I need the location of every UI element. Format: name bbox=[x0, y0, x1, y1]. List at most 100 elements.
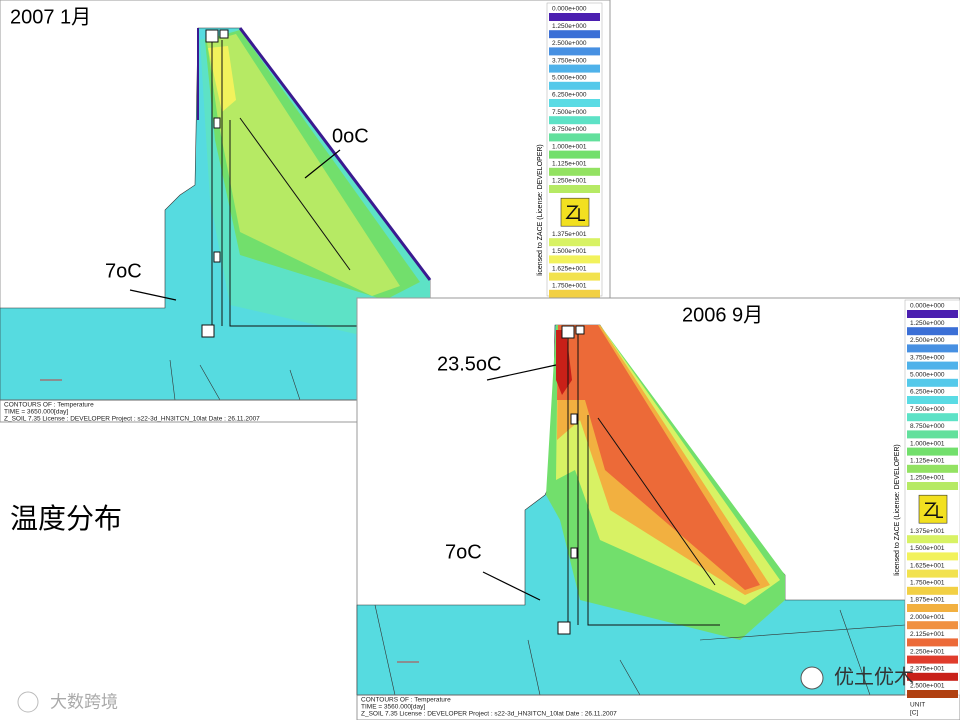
gallery-box bbox=[561, 325, 575, 339]
legend-label: 3.750e+000 bbox=[552, 57, 587, 64]
legend-swatch bbox=[907, 535, 958, 544]
legend-label: 1.250e+000 bbox=[910, 320, 945, 327]
panel-title: 2006 9月 bbox=[682, 304, 763, 326]
legend-label: 1.875e+001 bbox=[910, 597, 945, 604]
gallery-box bbox=[570, 413, 578, 425]
legend-swatch bbox=[549, 150, 600, 159]
legend-swatch bbox=[907, 672, 958, 681]
legend-label: 1.250e+001 bbox=[910, 475, 945, 482]
arrow bbox=[129, 289, 177, 301]
legend-swatch bbox=[907, 378, 958, 387]
legend-label: 2.250e+001 bbox=[910, 648, 945, 655]
legend-label: 2.000e+001 bbox=[910, 614, 945, 621]
legend-swatch bbox=[907, 586, 958, 595]
footer-text: CONTOURS OF : Temperature bbox=[361, 697, 451, 704]
gallery-box bbox=[570, 547, 578, 559]
legend-label: 1.625e+001 bbox=[552, 265, 587, 272]
legend-label: 7.500e+000 bbox=[910, 406, 945, 413]
legend-label: 1.625e+001 bbox=[910, 562, 945, 569]
watermark: 大数跨境 bbox=[50, 692, 118, 711]
legend-label: 1.125e+001 bbox=[552, 161, 587, 168]
legend-swatch bbox=[907, 655, 958, 664]
annotation: 7oC bbox=[445, 541, 482, 563]
footer-text: CONTOURS OF : Temperature bbox=[4, 402, 94, 409]
legend-swatch bbox=[549, 13, 600, 21]
legend-label: 1.500e+001 bbox=[552, 248, 587, 255]
watermark-icon bbox=[17, 691, 39, 713]
footer-text: Z_SOIL 7.35 License : DEVELOPER Project … bbox=[4, 416, 260, 423]
legend-label: 6.250e+000 bbox=[552, 92, 587, 99]
legend-label: 0.000e+000 bbox=[910, 303, 945, 310]
mesh-line bbox=[374, 604, 906, 696]
contour-band bbox=[207, 34, 400, 296]
legend-swatch bbox=[907, 569, 958, 578]
legend-swatch bbox=[549, 47, 600, 56]
arrow bbox=[486, 364, 557, 381]
legend-label: 5.000e+000 bbox=[910, 372, 945, 379]
annotation: 7oC bbox=[105, 260, 142, 282]
logo-mark bbox=[565, 205, 585, 221]
footer-text: Z_SOIL 7.35 License : DEVELOPER Project … bbox=[361, 711, 617, 718]
legend-label: 5.000e+000 bbox=[552, 75, 587, 82]
unit-label: [C] bbox=[910, 710, 919, 717]
legend-swatch bbox=[907, 638, 958, 647]
legend-label: 2.500e+001 bbox=[910, 683, 945, 690]
slide-label: 温度分布 bbox=[10, 502, 122, 535]
footer-text: TIME = 3650.000[day] bbox=[4, 409, 68, 416]
legend-swatch bbox=[549, 167, 600, 176]
arrow bbox=[304, 149, 341, 179]
gallery-box bbox=[213, 251, 221, 263]
legend-label: 3.750e+000 bbox=[910, 354, 945, 361]
legend-swatch bbox=[549, 272, 600, 281]
gallery-box bbox=[205, 29, 219, 43]
legend-swatch bbox=[907, 327, 958, 336]
gallery-box bbox=[201, 324, 215, 338]
logo bbox=[918, 494, 948, 524]
legend-label: 1.750e+001 bbox=[552, 283, 587, 290]
legend-swatch bbox=[549, 99, 600, 107]
legend-label: 1.500e+001 bbox=[910, 545, 945, 552]
watermark-icon bbox=[800, 666, 824, 690]
legend-swatch bbox=[907, 621, 958, 630]
legend-swatch bbox=[907, 430, 958, 439]
legend-label: 7.500e+000 bbox=[552, 109, 587, 116]
legend-swatch bbox=[549, 255, 600, 264]
legend-swatch bbox=[549, 238, 600, 247]
legend-swatch bbox=[907, 690, 958, 698]
legend-swatch bbox=[549, 64, 600, 73]
legend-swatch bbox=[907, 464, 958, 473]
legend-label: 2.500e+000 bbox=[552, 40, 587, 47]
license-text: licensed to ZACE (License: DEVELOPER) bbox=[537, 144, 544, 276]
legend-swatch bbox=[907, 396, 958, 404]
legend-swatch bbox=[907, 344, 958, 353]
contour-band bbox=[557, 325, 760, 590]
logo bbox=[560, 197, 590, 227]
gallery-box bbox=[213, 117, 221, 129]
footer-text: TIME = 3560.000[day] bbox=[361, 704, 425, 711]
annotation: 23.5oC bbox=[437, 353, 502, 375]
panel-2: 2006 9月 23.5oC 7oC CONTOURS OF : Tempera… bbox=[356, 297, 960, 720]
arrow bbox=[482, 571, 541, 601]
legend-swatch bbox=[907, 310, 958, 318]
legend-label: 1.750e+001 bbox=[910, 580, 945, 587]
legend-swatch bbox=[549, 133, 600, 142]
legend-swatch bbox=[549, 185, 600, 193]
legend-label: 1.125e+001 bbox=[910, 458, 945, 465]
annotation: 0oC bbox=[332, 125, 369, 147]
legend-swatch bbox=[549, 81, 600, 90]
legend-label: 0.000e+000 bbox=[552, 6, 587, 13]
legend-label: 1.250e+001 bbox=[552, 178, 587, 185]
legend-label: 8.750e+000 bbox=[552, 126, 587, 133]
legend-swatch bbox=[907, 482, 958, 490]
legend-label: 8.750e+000 bbox=[910, 423, 945, 430]
legend-swatch bbox=[549, 116, 600, 125]
legend-swatch bbox=[549, 289, 600, 298]
legend-label: 2.125e+001 bbox=[910, 631, 945, 638]
panel-1: 2007 1月 0oC 7oC CONTOURS OF : Temperatur… bbox=[0, 0, 611, 423]
mesh-line bbox=[169, 359, 301, 401]
watermark: 优土优木 bbox=[834, 665, 914, 688]
license-text: licensed to ZACE (License: DEVELOPER) bbox=[894, 444, 901, 576]
legend-label: 1.375e+001 bbox=[552, 231, 587, 238]
legend-label: 1.000e+001 bbox=[910, 440, 945, 447]
